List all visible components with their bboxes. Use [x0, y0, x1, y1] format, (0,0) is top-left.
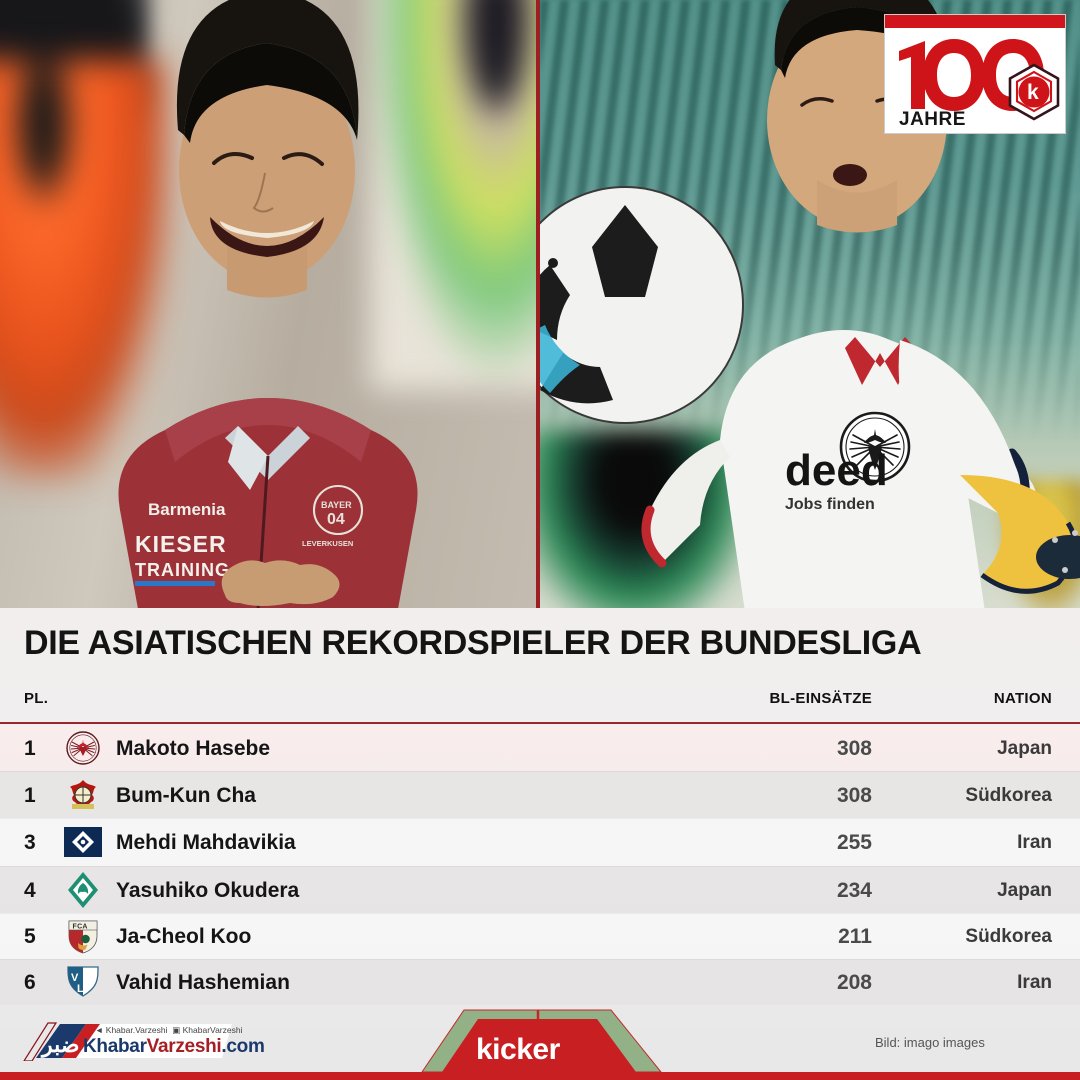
svg-text:04: 04 — [327, 511, 345, 528]
svg-text:FCA: FCA — [73, 924, 88, 931]
svg-text:k: k — [1027, 81, 1039, 104]
svg-text:Jobs finden: Jobs finden — [785, 496, 875, 513]
svg-text:ضبر: ضبر — [40, 1032, 79, 1058]
svg-text:KIESER: KIESER — [135, 531, 227, 557]
svg-text:L: L — [77, 983, 84, 995]
svg-text:Barmenia: Barmenia — [148, 500, 226, 519]
svg-text:BAYER: BAYER — [321, 500, 352, 510]
svg-text:LEVERKUSEN: LEVERKUSEN — [302, 539, 353, 548]
